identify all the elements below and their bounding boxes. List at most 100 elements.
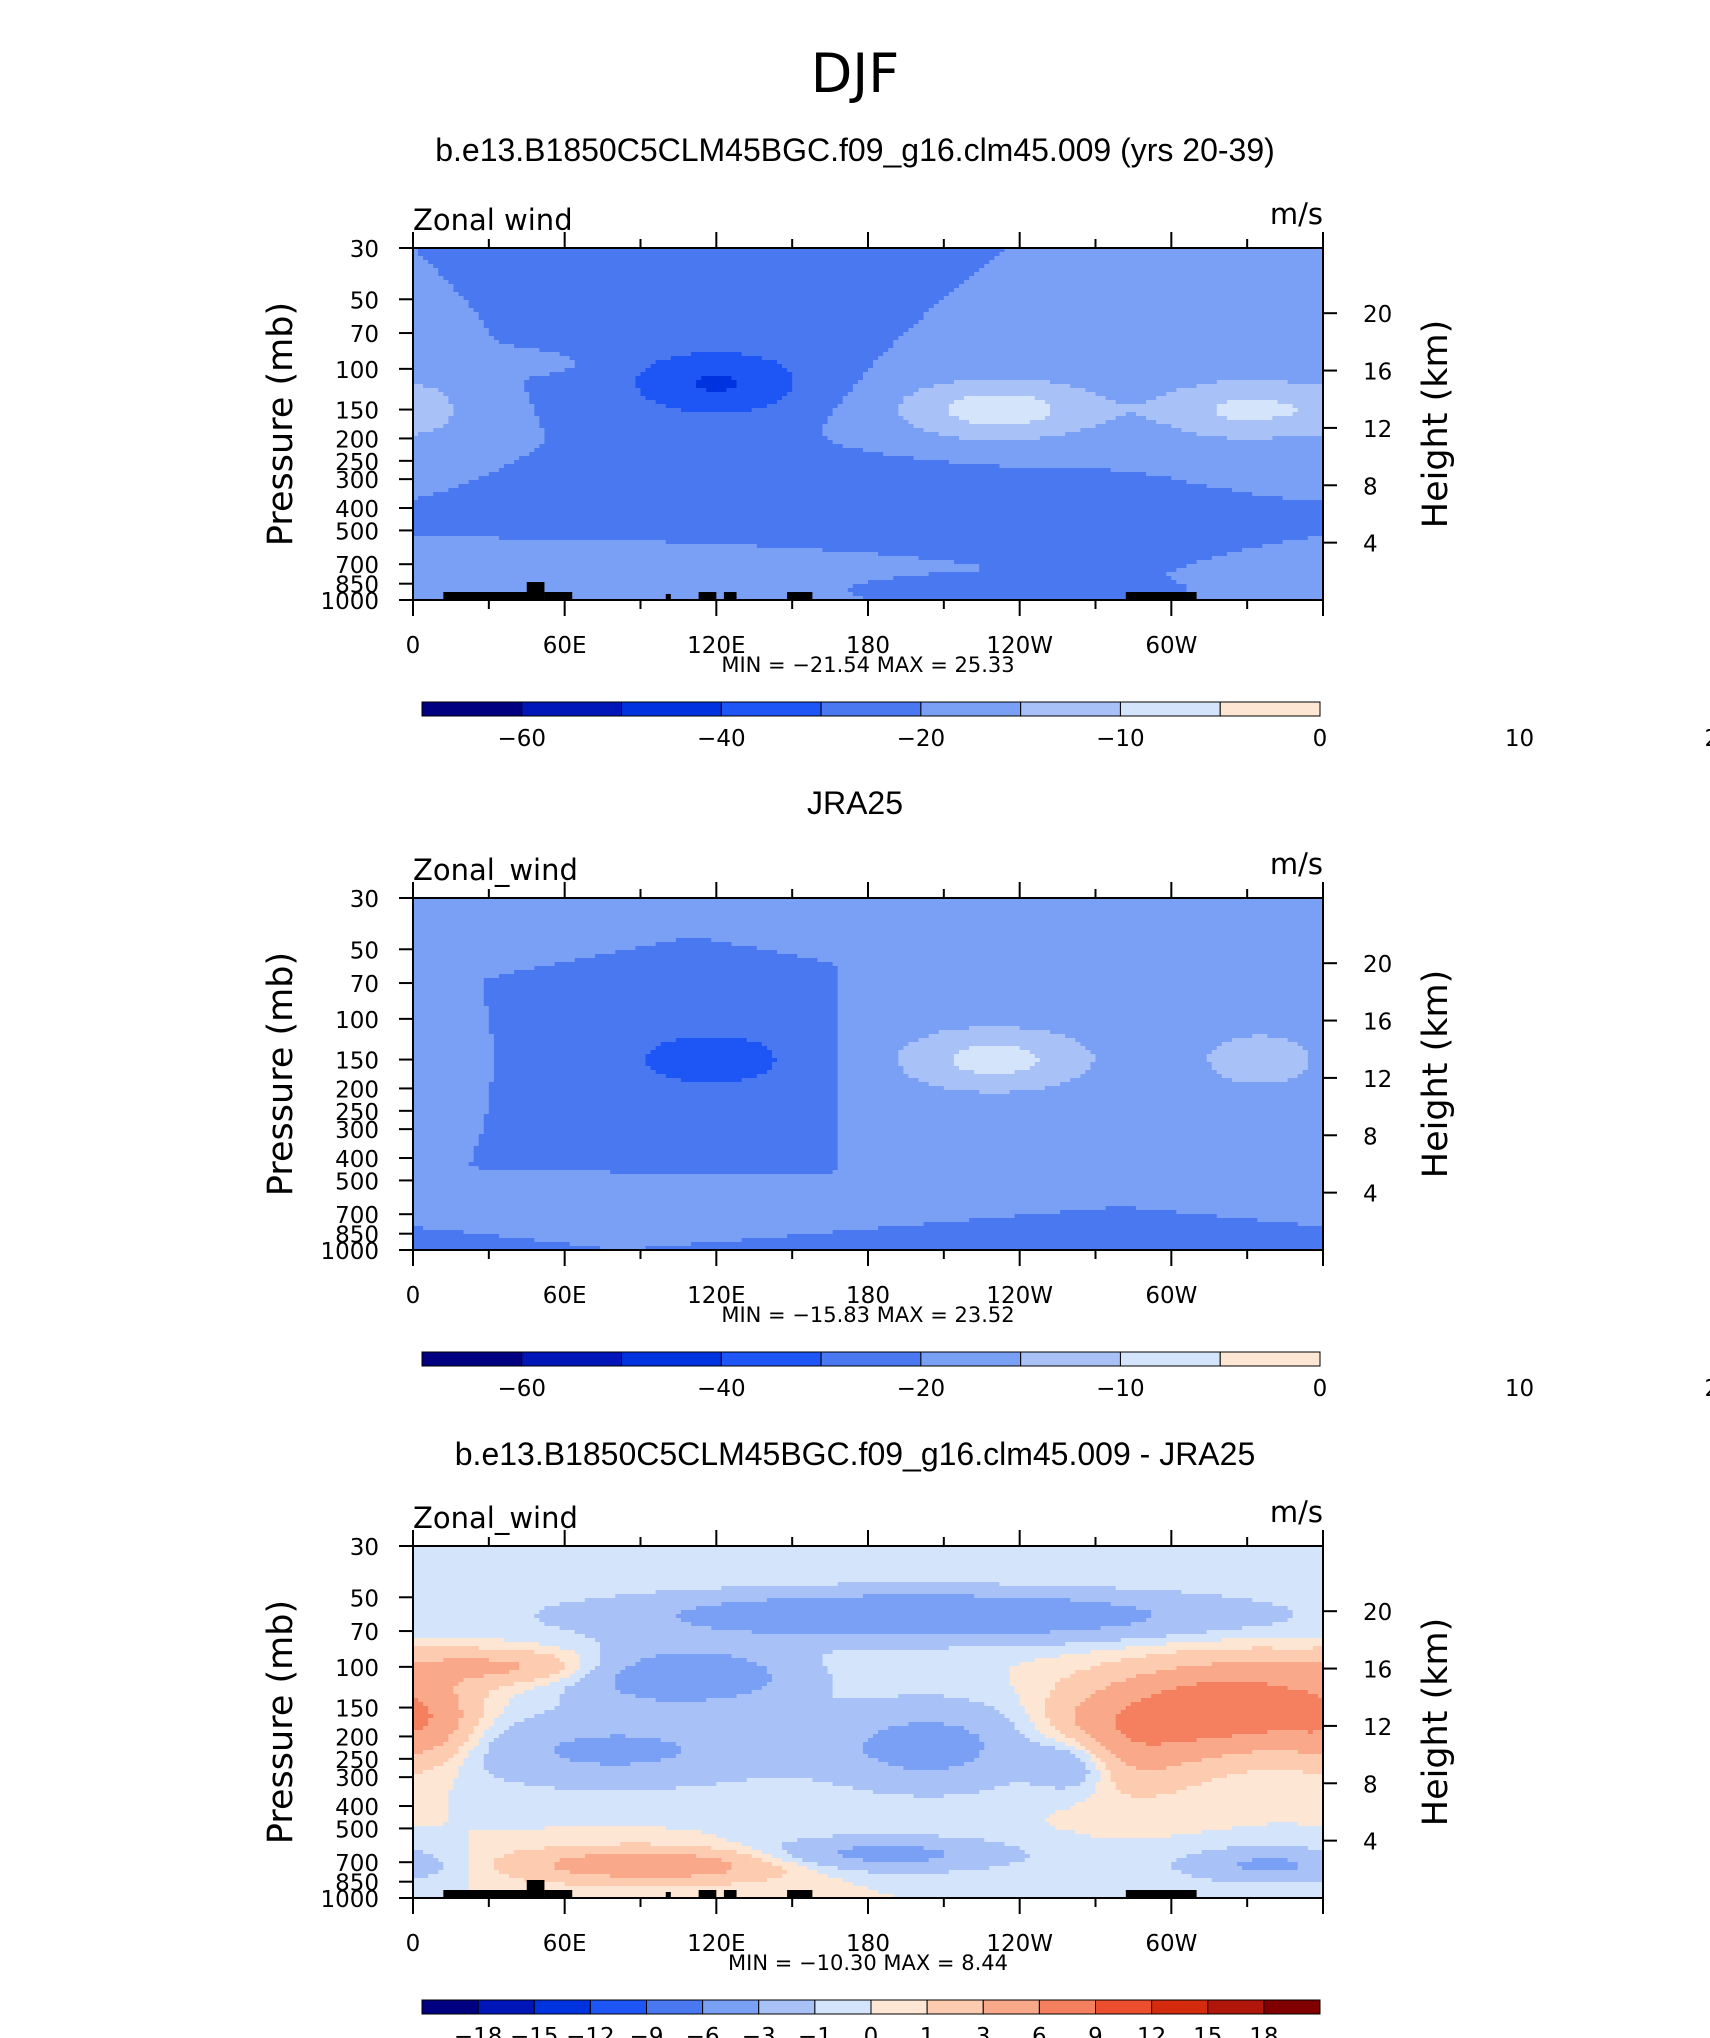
field-cell	[721, 336, 727, 341]
field-cell	[620, 344, 626, 349]
field-cell	[1187, 260, 1193, 265]
field-cell	[605, 260, 611, 265]
field-cell	[464, 252, 470, 257]
field-cell	[787, 320, 793, 325]
field-cell	[1283, 324, 1289, 329]
field-cell	[474, 288, 480, 293]
field-cell	[570, 256, 576, 261]
field-cell	[701, 328, 707, 333]
field-cell	[1161, 264, 1167, 269]
field-cell	[787, 332, 793, 337]
field-cell	[944, 352, 950, 357]
field-cell	[1050, 340, 1056, 345]
field-cell	[550, 272, 556, 277]
field-cell	[1055, 296, 1061, 301]
field-cell	[757, 280, 763, 285]
field-cell	[1121, 284, 1127, 289]
field-cell	[1101, 292, 1107, 297]
field-cell	[924, 328, 930, 333]
field-cell	[1313, 320, 1319, 325]
field-cell	[560, 312, 566, 317]
field-cell	[1192, 320, 1198, 325]
field-cell	[777, 284, 783, 289]
field-cell	[919, 320, 925, 325]
field-cell	[1171, 284, 1177, 289]
field-cell	[716, 268, 722, 273]
field-cell	[464, 288, 470, 293]
field-cell	[767, 344, 773, 349]
field-cell	[772, 328, 778, 333]
field-cell	[1237, 256, 1243, 261]
field-cell	[1050, 296, 1056, 301]
field-cell	[903, 284, 909, 289]
field-cell	[757, 340, 763, 345]
field-cell	[1131, 324, 1137, 329]
field-cell	[974, 272, 980, 277]
field-cell	[721, 324, 727, 329]
field-cell	[479, 264, 485, 269]
field-cell	[499, 280, 505, 285]
field-cell	[989, 348, 995, 353]
field-cell	[1298, 328, 1304, 333]
field-cell	[1257, 288, 1263, 293]
field-cell	[989, 256, 995, 261]
field-cell	[610, 340, 616, 345]
field-cell	[772, 284, 778, 289]
field-cell	[1045, 312, 1051, 317]
field-cell	[1283, 260, 1289, 265]
field-cell	[1232, 268, 1238, 273]
field-cell	[924, 264, 930, 269]
field-cell	[969, 256, 975, 261]
field-cell	[883, 320, 889, 325]
field-cell	[1217, 268, 1223, 273]
field-cell	[752, 340, 758, 345]
field-cell	[1065, 280, 1071, 285]
field-cell	[984, 268, 990, 273]
field-cell	[802, 256, 808, 261]
field-cell	[590, 324, 596, 329]
field-cell	[898, 296, 904, 301]
field-cell	[944, 312, 950, 317]
field-cell	[878, 288, 884, 293]
field-cell	[1065, 328, 1071, 333]
field-cell	[878, 320, 884, 325]
field-cell	[681, 292, 687, 297]
field-cell	[651, 252, 657, 257]
field-cell	[544, 260, 550, 265]
field-cell	[1237, 276, 1243, 281]
field-cell	[1237, 316, 1243, 321]
field-cell	[560, 284, 566, 289]
field-cell	[954, 280, 960, 285]
field-cell	[575, 272, 581, 277]
field-cell	[747, 304, 753, 309]
field-cell	[651, 296, 657, 301]
field-cell	[1217, 344, 1223, 349]
field-cell	[1010, 252, 1016, 257]
field-cell	[828, 276, 834, 281]
field-cell	[1202, 308, 1208, 313]
field-cell	[711, 288, 717, 293]
field-cell	[1116, 320, 1122, 325]
field-cell	[1197, 304, 1203, 309]
field-cell	[1308, 264, 1314, 269]
field-cell	[641, 252, 647, 257]
field-cell	[1227, 344, 1233, 349]
field-cell	[620, 288, 626, 293]
field-cell	[1242, 288, 1248, 293]
field-cell	[944, 292, 950, 297]
field-cell	[939, 324, 945, 329]
field-cell	[585, 292, 591, 297]
field-cell	[757, 272, 763, 277]
field-cell	[1267, 284, 1273, 289]
field-cell	[858, 332, 864, 337]
field-cell	[1005, 348, 1011, 353]
field-cell	[615, 268, 621, 273]
field-cell	[716, 320, 722, 325]
field-cell	[1262, 336, 1268, 341]
field-cell	[428, 252, 434, 257]
field-cell	[757, 292, 763, 297]
field-cell	[1303, 276, 1309, 281]
field-cell	[615, 352, 621, 357]
field-cell	[944, 332, 950, 337]
field-cell	[1272, 264, 1278, 269]
